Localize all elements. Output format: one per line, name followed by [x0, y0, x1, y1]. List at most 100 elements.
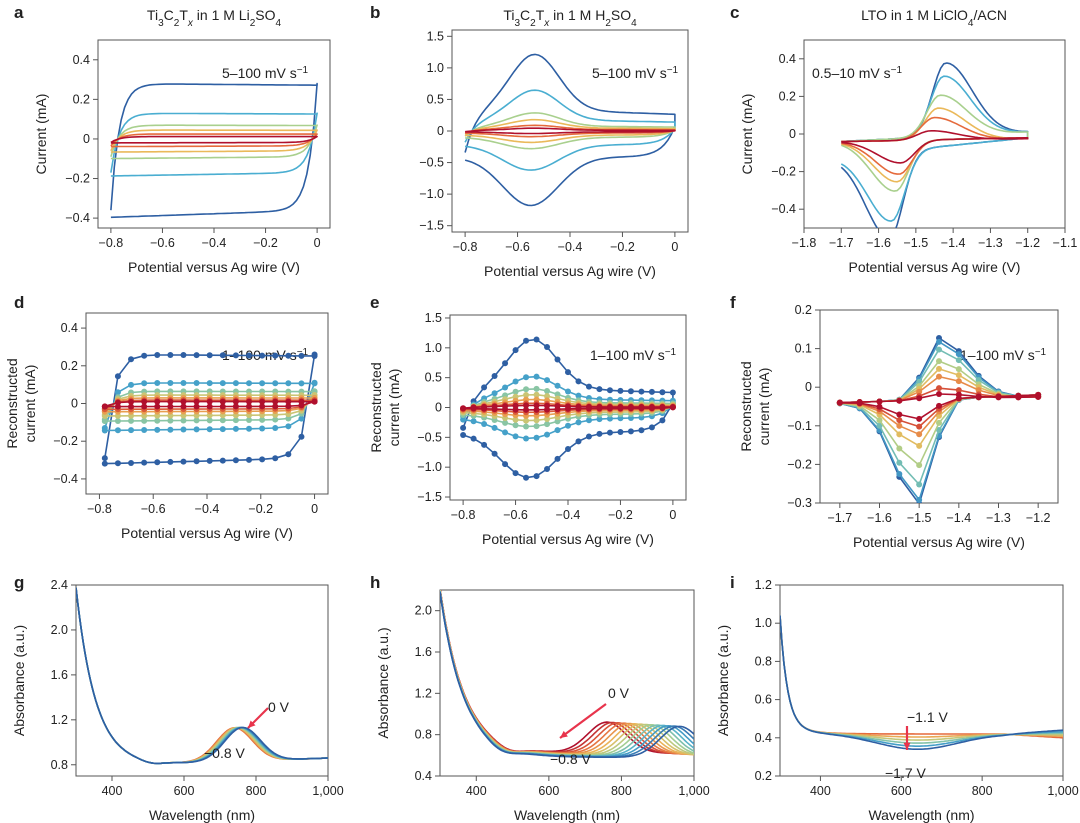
x-tick-label-c: −1.7: [829, 236, 854, 250]
x-axis-label-e: Potential versus Ag wire (V): [482, 531, 654, 547]
series-e-6-point: [659, 404, 666, 411]
series-d-1-point: [272, 380, 279, 387]
series-d-1-point: [141, 380, 148, 387]
y-tick-label-h: 2.0: [415, 604, 432, 618]
series-f-5-point: [955, 378, 962, 385]
series-d-1-point: [180, 379, 187, 386]
x-tick-label-f: −1.6: [867, 511, 892, 525]
x-axis-label-d: Potential versus Ag wire (V): [121, 525, 293, 541]
y-tick-label-e: −1.5: [417, 490, 442, 504]
y-axis-label-a: Current (mA): [33, 94, 49, 175]
x-tick-label-d: −0.4: [195, 502, 220, 516]
series-d-2-point: [167, 417, 174, 424]
y-tick-label-d: 0.2: [61, 359, 78, 373]
series-h-13: [440, 591, 694, 758]
series-e-0-point: [523, 474, 530, 481]
series-g-3: [76, 587, 328, 765]
series-d-1-point: [167, 426, 174, 433]
series-e-6-point: [470, 405, 477, 412]
series-d-6-point: [219, 398, 226, 405]
series-f-3-point: [955, 366, 962, 373]
series-h-4: [440, 590, 694, 756]
y-tick-label-i: 0.2: [755, 769, 772, 783]
series-d-0-point: [101, 460, 108, 467]
series-f-2-point: [916, 481, 923, 488]
series-e-0-point: [533, 473, 540, 480]
arrow-label-end: −0.8 V: [204, 745, 246, 761]
panel-title-part: 4: [276, 18, 282, 29]
arrow-head: [903, 742, 911, 750]
x-tick-label-b: 0: [671, 240, 678, 254]
x-tick-label-d: −0.6: [141, 502, 166, 516]
scan-rate-annotation-e: 1–100 mV s−1: [590, 347, 677, 364]
x-tick-label-b: −0.8: [453, 240, 478, 254]
series-g-7: [76, 587, 328, 765]
panel-title-part: Ti: [147, 7, 158, 23]
series-d-6-point: [141, 398, 148, 405]
series-g-8: [76, 587, 328, 765]
series-e-0-point: [638, 388, 645, 395]
y-axis-label-f: Reconstructed: [738, 361, 754, 451]
scan-rate-annotation-f: 1–100 mV s−1: [960, 347, 1047, 364]
series-f-3-point: [876, 417, 883, 424]
series-f-2-point: [876, 422, 883, 429]
series-e-0-point: [544, 343, 551, 350]
y-tick-label-i: 0.8: [755, 654, 772, 668]
x-axis-label-a: Potential versus Ag wire (V): [128, 259, 300, 275]
y-tick-label-a: 0.2: [73, 92, 90, 106]
x-tick-label-g: 1,000: [312, 784, 343, 798]
series-e-6-point: [575, 405, 582, 412]
y-tick-label-h: 0.4: [415, 769, 432, 783]
series-d-6-point: [154, 398, 161, 405]
panel-f: −1.7 −1.6 −1.5 −1.4 −1.3 −1.2 −0.3 −0.2 −0.1 0 0.1…: [730, 293, 1059, 550]
panel-c: −1.8 −1.7 −1.6 −1.5 −1.4 −1.3 −1.2 −1.1 −0.4 −0.2…: [730, 3, 1077, 275]
series-e-0-point: [491, 372, 498, 379]
series-e-1-point: [533, 373, 540, 380]
plot-frame-i: [779, 584, 1064, 777]
x-tick-label-g: 600: [174, 784, 195, 798]
series-d-0-point: [219, 352, 226, 359]
series-d-0-point: [128, 459, 135, 466]
series-d-6-point: [167, 403, 174, 410]
y-tick-label-b: 1.5: [427, 29, 444, 43]
y-tick-label-b: −0.5: [419, 156, 444, 170]
series-d-0-point: [141, 352, 148, 359]
series-f-6-point: [896, 417, 903, 424]
series-d-0-point: [246, 456, 253, 463]
panel-label-h: h: [370, 573, 380, 592]
panel-title-part: SO: [255, 7, 275, 23]
series-f-1-point: [955, 351, 962, 358]
series-f-7-point: [856, 400, 863, 407]
y-tick-label-b: −1.5: [419, 219, 444, 233]
scan-rate-exponent: −1: [665, 347, 677, 358]
series-d-1-point: [259, 380, 266, 387]
series-d-0-point: [114, 373, 121, 380]
panel-label-b: b: [370, 3, 380, 22]
series-d-1-point: [232, 425, 239, 432]
series-e-2-point: [523, 386, 530, 393]
arrow-label-end: −1.7 V: [885, 765, 927, 781]
panel-title-part: x: [187, 18, 194, 29]
series-f-5-point: [975, 387, 982, 394]
series-e-0-point: [627, 388, 634, 395]
series-g-6: [76, 587, 328, 765]
arrow-label-start: 0 V: [608, 685, 630, 701]
series-e-3-point: [533, 391, 540, 398]
series-d-1-point: [206, 426, 213, 433]
panel-title-part: 3: [514, 18, 520, 29]
series-d-1-point: [167, 379, 174, 386]
series-e-2-point: [512, 422, 519, 429]
y-axis-label-d: Reconstructed: [4, 358, 20, 448]
series-d-6-point: [285, 403, 292, 410]
series-d-3-point: [101, 412, 108, 419]
x-tick-label-a: −0.8: [99, 236, 124, 250]
series-e-6-point: [533, 406, 540, 413]
scan-rate-exponent: −1: [667, 65, 679, 76]
series-e-0-point: [512, 347, 519, 354]
series-a-3: [110, 129, 318, 153]
series-d-2-point: [272, 416, 279, 423]
y-tick-label-c: 0.4: [779, 52, 796, 66]
series-f-1-point: [936, 338, 942, 345]
series-d-6-point: [272, 398, 279, 405]
series-e-6-point: [554, 406, 561, 413]
